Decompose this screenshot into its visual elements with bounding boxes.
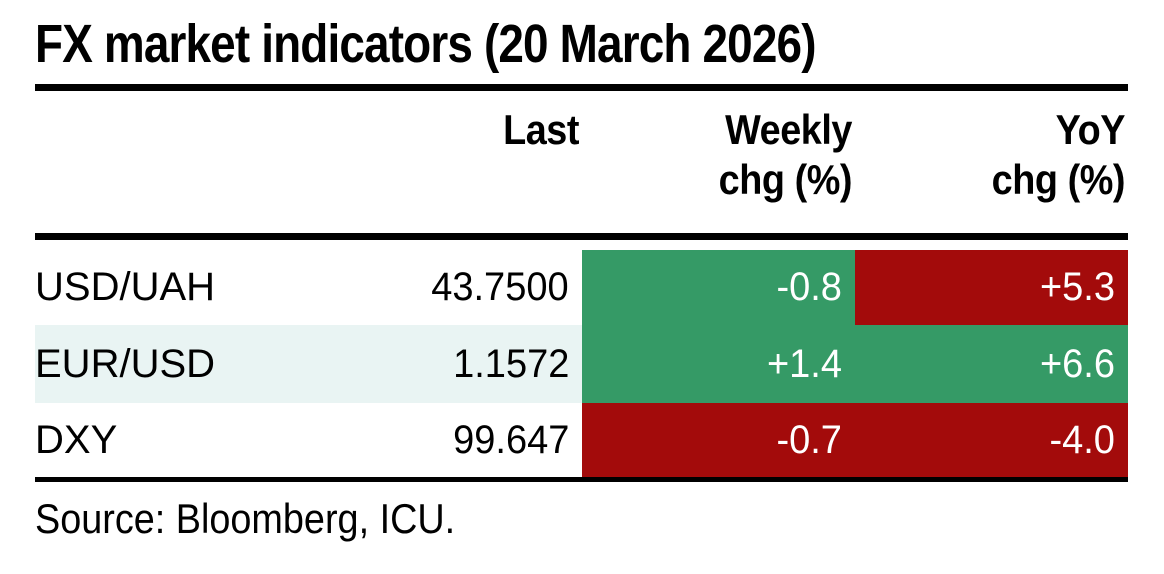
last-value: 1.1572 [452, 341, 569, 386]
table-header-row: Last Weekly chg (%) YoY chg (%) [35, 91, 1128, 233]
yoy-chg-cell: +5.3 [855, 250, 1128, 325]
header-divider [35, 233, 1128, 240]
page-title-text: FX market indicators (20 March 2026) [35, 14, 816, 74]
yoy-chg-cell: -4.0 [855, 403, 1128, 477]
title-divider [35, 84, 1128, 91]
page-title: FX market indicators (20 March 2026) [35, 14, 1128, 74]
yoy-chg-cell: +6.6 [855, 325, 1128, 403]
row-label: USD/UAH [35, 265, 216, 309]
column-header-weekly-line2: chg (%) [718, 156, 853, 203]
table-row-usduah: USD/UAH 43.7500 -0.8 +5.3 [35, 240, 1128, 325]
column-header-last-label: Last [503, 106, 579, 153]
column-header-yoy-chg: YoY chg (%) [855, 105, 1128, 205]
column-header-weekly-line1: Weekly [725, 106, 852, 153]
row-label: DXY [35, 417, 118, 462]
last-value: 43.7500 [431, 265, 569, 309]
column-header-yoy-line1: YoY [1055, 106, 1126, 153]
weekly-chg-cell: -0.7 [582, 403, 855, 477]
last-value: 99.647 [452, 417, 569, 462]
row-label: EUR/USD [35, 341, 216, 386]
table-row-eurusd: EUR/USD 1.1572 +1.4 +6.6 [35, 325, 1128, 403]
table-row-dxy: DXY 99.647 -0.7 -4.0 [35, 403, 1128, 477]
column-header-weekly-chg: Weekly chg (%) [582, 105, 855, 205]
source-note: Source: Bloomberg, ICU. [35, 494, 1128, 544]
fx-indicators-card: FX market indicators (20 March 2026) Las… [0, 14, 1164, 574]
weekly-chg-cell: -0.8 [582, 250, 855, 325]
source-note-text: Source: Bloomberg, ICU. [35, 495, 456, 542]
weekly-chg-cell: +1.4 [582, 325, 855, 403]
column-header-yoy-line2: chg (%) [991, 156, 1126, 203]
table-bottom-divider [35, 477, 1128, 482]
column-header-last: Last [285, 105, 582, 155]
